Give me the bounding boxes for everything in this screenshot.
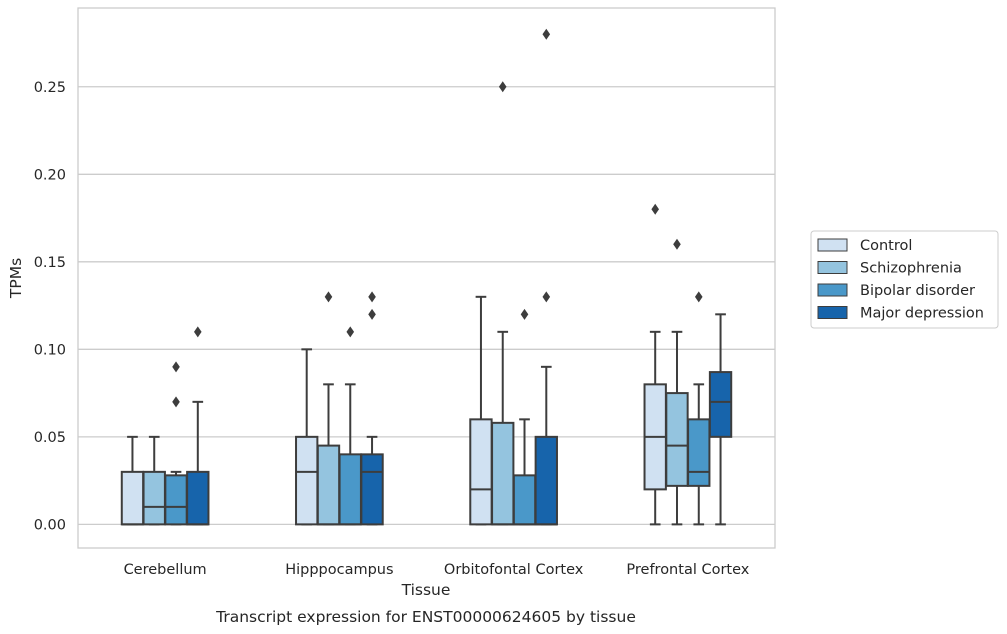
- box-iqr: [120, 470, 145, 526]
- outlier-point: [346, 326, 355, 338]
- y-tick-label: 0.10: [34, 342, 66, 358]
- outlier-point: [673, 238, 681, 250]
- x-tick-label: Cerebellum: [124, 562, 207, 578]
- box-major-depression: [708, 313, 733, 526]
- box-control: [469, 295, 493, 526]
- box-major-depression: [534, 28, 558, 526]
- box-major-depression: [186, 326, 210, 526]
- box-iqr: [708, 371, 733, 438]
- outlier-point: [324, 291, 333, 303]
- box-iqr: [534, 435, 558, 526]
- legend-label: Bipolar disorder: [860, 283, 975, 299]
- box-iqr: [186, 470, 210, 526]
- y-tick-label: 0.05: [34, 430, 66, 446]
- y-tick-label: 0.25: [34, 80, 66, 96]
- box-iqr: [512, 474, 537, 526]
- box-schizophrenia: [142, 435, 166, 526]
- chart-caption: Transcript expression for ENST0000062460…: [215, 608, 636, 626]
- box-iqr: [360, 453, 384, 526]
- x-tick-label: Hipppocampus: [285, 562, 393, 578]
- box-control: [295, 348, 319, 526]
- y-axis-label: TPMs: [7, 258, 25, 299]
- x-axis-label: Tissue: [401, 581, 451, 599]
- box-control: [643, 203, 667, 526]
- box-bipolar-disorder: [512, 308, 537, 526]
- legend-swatch: [817, 306, 848, 319]
- box-iqr: [687, 418, 711, 487]
- x-tick-labels: Cerebellum Hipppocampus Orbitofontal Corte…: [124, 562, 750, 578]
- box-major-depression: [360, 291, 384, 526]
- legend-frame: [810, 230, 999, 329]
- outlier-point: [520, 308, 529, 320]
- outlier-point: [498, 81, 507, 93]
- legend: Control Schizophrenia Bipolar disorder Majo…: [810, 230, 999, 329]
- box-iqr: [295, 435, 319, 526]
- x-tick-label: Prefrontal Cortex: [626, 562, 749, 578]
- legend-swatch: [817, 238, 848, 252]
- outlier-point: [542, 28, 551, 40]
- plot-frame: [77, 7, 776, 549]
- y-tick-labels: 0.00 0.05 0.10 0.15 0.20 0.25: [34, 80, 66, 534]
- box-series: [120, 28, 733, 526]
- outlier-point: [172, 361, 180, 373]
- outlier-point: [651, 203, 660, 215]
- outlier-point: [368, 308, 376, 320]
- y-tick-label: 0.00: [34, 517, 66, 533]
- legend-label: Major depression: [860, 306, 984, 322]
- box-iqr: [316, 444, 341, 526]
- outlier-point: [694, 291, 703, 303]
- outlier-point: [172, 396, 180, 408]
- legend-label: Control: [860, 238, 912, 254]
- legend-label: Schizophrenia: [860, 261, 962, 277]
- x-tick-label: Orbitofontal Cortex: [444, 562, 584, 578]
- outlier-point: [542, 291, 551, 303]
- box-iqr: [665, 392, 689, 487]
- box-bipolar-disorder: [164, 361, 188, 526]
- y-tick-label: 0.20: [34, 167, 66, 183]
- box-bipolar-disorder: [687, 291, 711, 526]
- box-iqr: [491, 421, 515, 526]
- legend-swatch: [817, 261, 848, 274]
- box-iqr: [338, 453, 362, 526]
- legend-swatch: [817, 283, 848, 297]
- box-schizophrenia: [491, 81, 515, 526]
- box-iqr: [469, 418, 493, 526]
- outlier-point: [368, 291, 376, 303]
- box-iqr: [164, 474, 188, 526]
- outlier-point: [193, 326, 202, 338]
- box-iqr: [142, 470, 166, 526]
- box-bipolar-disorder: [338, 326, 362, 526]
- y-tick-label: 0.15: [34, 255, 66, 271]
- box-control: [120, 435, 145, 526]
